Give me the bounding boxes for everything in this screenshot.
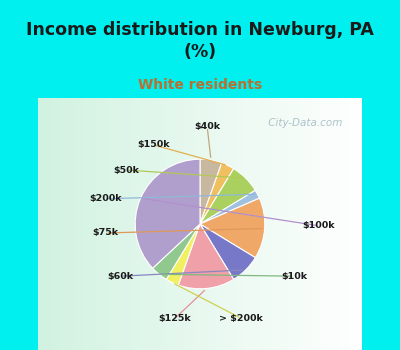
Wedge shape (135, 159, 200, 268)
Wedge shape (200, 190, 260, 224)
Text: $100k: $100k (302, 221, 335, 230)
Text: $60k: $60k (108, 272, 134, 281)
Text: $125k: $125k (158, 314, 191, 323)
Text: > $200k: > $200k (220, 314, 263, 323)
Text: $150k: $150k (137, 140, 170, 149)
Wedge shape (200, 169, 255, 224)
Wedge shape (178, 224, 234, 289)
Text: $200k: $200k (89, 194, 122, 203)
Wedge shape (200, 224, 255, 279)
Wedge shape (166, 224, 200, 285)
Wedge shape (200, 198, 265, 258)
Wedge shape (200, 159, 222, 224)
Text: $75k: $75k (92, 229, 118, 238)
Wedge shape (200, 163, 234, 224)
Text: Income distribution in Newburg, PA
(%): Income distribution in Newburg, PA (%) (26, 21, 374, 61)
Wedge shape (153, 224, 200, 279)
Text: White residents: White residents (138, 78, 262, 92)
Text: $40k: $40k (194, 122, 220, 131)
Text: City-Data.com: City-Data.com (265, 118, 343, 128)
Text: $10k: $10k (282, 272, 308, 281)
Text: $50k: $50k (113, 166, 139, 175)
